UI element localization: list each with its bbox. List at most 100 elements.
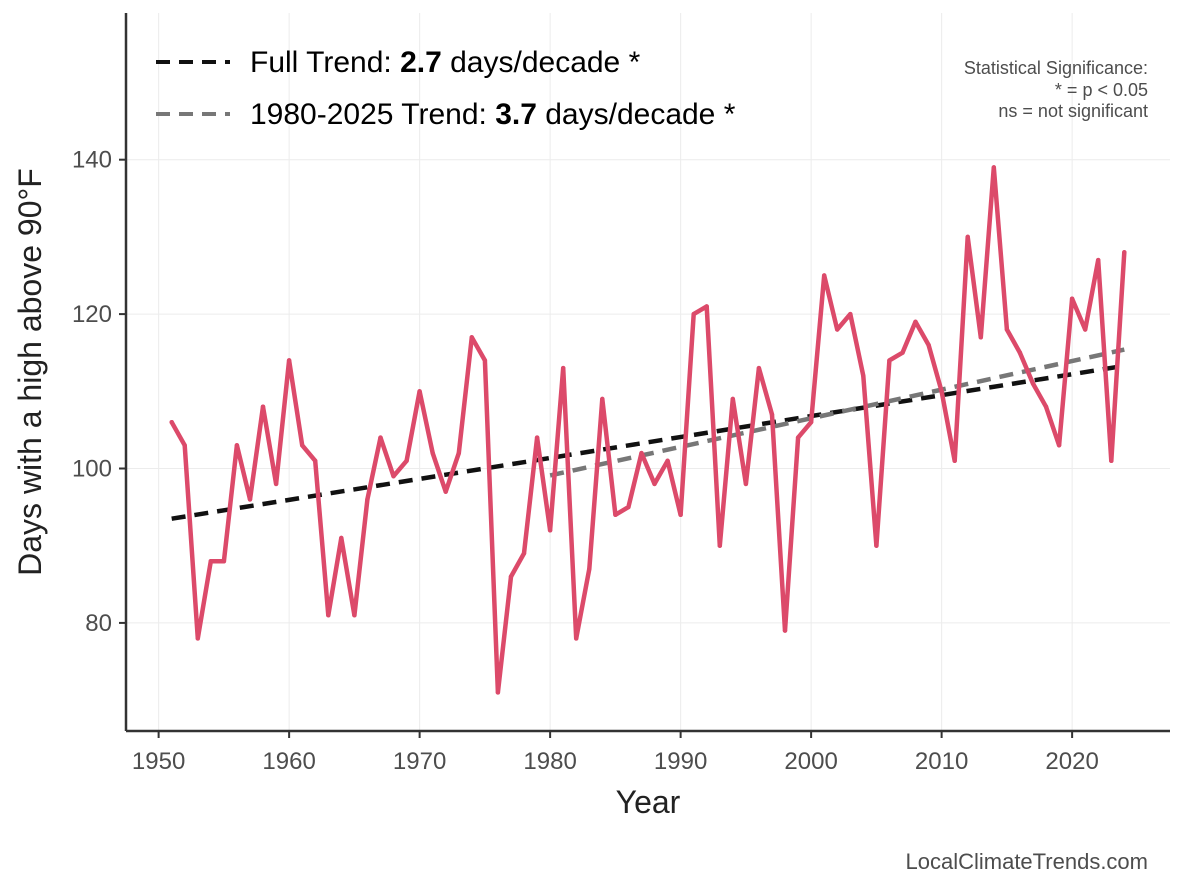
- y-tick-label-120: 120: [72, 301, 112, 328]
- data-point-1988: [652, 481, 657, 487]
- data-point-1995: [743, 481, 749, 487]
- data-point-1983: [587, 566, 592, 572]
- y-tick-label-140: 140: [72, 147, 112, 174]
- data-point-2016: [1017, 350, 1023, 355]
- data-point-1968: [391, 474, 396, 479]
- x-tick-label-1980: 1980: [523, 748, 576, 775]
- data-point-2004: [861, 373, 866, 379]
- data-point-1965: [352, 613, 357, 618]
- data-point-2017: [1030, 381, 1036, 386]
- data-point-1979: [534, 435, 540, 440]
- data-point-1987: [639, 450, 644, 456]
- data-point-1967: [378, 435, 383, 440]
- data-point-1997: [769, 412, 775, 417]
- data-point-1963: [326, 613, 331, 618]
- legend-recent-value: 3.7: [495, 98, 537, 131]
- legend-label-recent-trend: 1980-2025 Trend: 3.7 days/decade *: [250, 98, 736, 131]
- data-point-1998: [782, 628, 788, 633]
- data-point-1977: [508, 574, 514, 579]
- data-point-1984: [600, 396, 605, 402]
- series-layer: [169, 165, 1127, 695]
- x-ticks: 1950 1960 1970 1980 1990 2000 2010 2020: [132, 731, 1099, 775]
- data-point-2019: [1056, 443, 1062, 448]
- x-tick-label-1970: 1970: [393, 748, 446, 775]
- data-point-1956: [234, 443, 240, 448]
- data-point-1951: [169, 420, 174, 425]
- data-point-1989: [665, 458, 670, 463]
- x-tick-label-1990: 1990: [654, 748, 707, 775]
- legend-recent-suffix: days/decade *: [537, 98, 736, 131]
- data-point-2022: [1096, 257, 1101, 263]
- data-point-1985: [613, 512, 618, 517]
- data-point-2001: [822, 273, 827, 278]
- data-point-2018: [1043, 404, 1049, 409]
- y-tick-label-80: 80: [85, 610, 112, 637]
- legend-label-full-trend: Full Trend: 2.7 days/decade *: [250, 46, 641, 79]
- legend-full-suffix: days/decade *: [442, 46, 641, 79]
- data-point-1952: [182, 443, 187, 448]
- data-point-1960: [286, 358, 292, 363]
- significance-title: Statistical Significance:: [964, 58, 1148, 78]
- data-point-1955: [221, 559, 227, 564]
- data-point-1981: [561, 365, 566, 371]
- data-point-1962: [313, 458, 318, 463]
- data-point-1964: [339, 535, 344, 541]
- series-line-days-above-90: [169, 165, 1127, 695]
- significance-p-value: * = p < 0.05: [1055, 80, 1148, 100]
- data-point-1961: [300, 443, 305, 448]
- y-ticks: 80 100 120 140: [72, 147, 126, 637]
- data-point-2023: [1109, 458, 1114, 463]
- data-point-1969: [404, 458, 409, 463]
- data-point-2006: [887, 358, 892, 363]
- data-point-2009: [926, 342, 931, 348]
- data-point-2002: [835, 327, 840, 332]
- data-point-1974: [469, 335, 474, 340]
- data-point-2013: [978, 335, 983, 340]
- data-point-1993: [717, 543, 722, 548]
- data-point-2010: [939, 389, 944, 394]
- x-axis-title: Year: [616, 784, 681, 820]
- data-point-1966: [365, 497, 370, 502]
- data-point-1980: [547, 528, 553, 533]
- data-point-2007: [900, 350, 905, 355]
- data-point-2020: [1069, 296, 1075, 301]
- data-point-1999: [795, 435, 801, 440]
- significance-note: Statistical Significance: * = p < 0.05 n…: [964, 58, 1148, 121]
- data-point-1971: [430, 450, 435, 456]
- x-tick-label-2000: 2000: [784, 748, 837, 775]
- legend: Full Trend: 2.7 days/decade * 1980-2025 …: [156, 46, 736, 131]
- legend-full-value: 2.7: [400, 46, 442, 79]
- x-tick-label-2020: 2020: [1045, 748, 1098, 775]
- y-axis-title: Days with a high above 90°F: [12, 168, 48, 576]
- data-point-2003: [848, 311, 853, 317]
- data-point-1957: [247, 497, 253, 502]
- significance-ns: ns = not significant: [998, 101, 1148, 121]
- data-point-1982: [574, 636, 579, 641]
- y-tick-label-100: 100: [72, 456, 112, 483]
- data-point-1970: [417, 389, 422, 394]
- data-point-1973: [456, 450, 461, 456]
- data-point-1986: [626, 504, 631, 510]
- data-point-1978: [521, 551, 527, 556]
- data-point-1975: [482, 358, 488, 363]
- data-point-1972: [443, 489, 448, 494]
- data-point-1953: [195, 636, 200, 641]
- x-tick-label-1960: 1960: [262, 748, 315, 775]
- data-point-2014: [991, 165, 996, 170]
- data-point-2021: [1083, 327, 1088, 332]
- data-point-1991: [691, 311, 696, 317]
- data-point-2000: [808, 420, 814, 425]
- source-credit: LocalClimateTrends.com: [906, 849, 1149, 874]
- data-point-1994: [730, 396, 735, 402]
- data-point-1976: [495, 690, 501, 695]
- x-tick-label-1950: 1950: [132, 748, 185, 775]
- data-point-1990: [678, 512, 683, 517]
- data-point-2015: [1004, 327, 1010, 332]
- legend-full-prefix: Full Trend:: [250, 46, 400, 79]
- legend-recent-prefix: 1980-2025 Trend:: [250, 98, 495, 131]
- data-point-1954: [208, 559, 213, 564]
- data-point-2012: [965, 234, 970, 240]
- data-point-2005: [874, 543, 879, 548]
